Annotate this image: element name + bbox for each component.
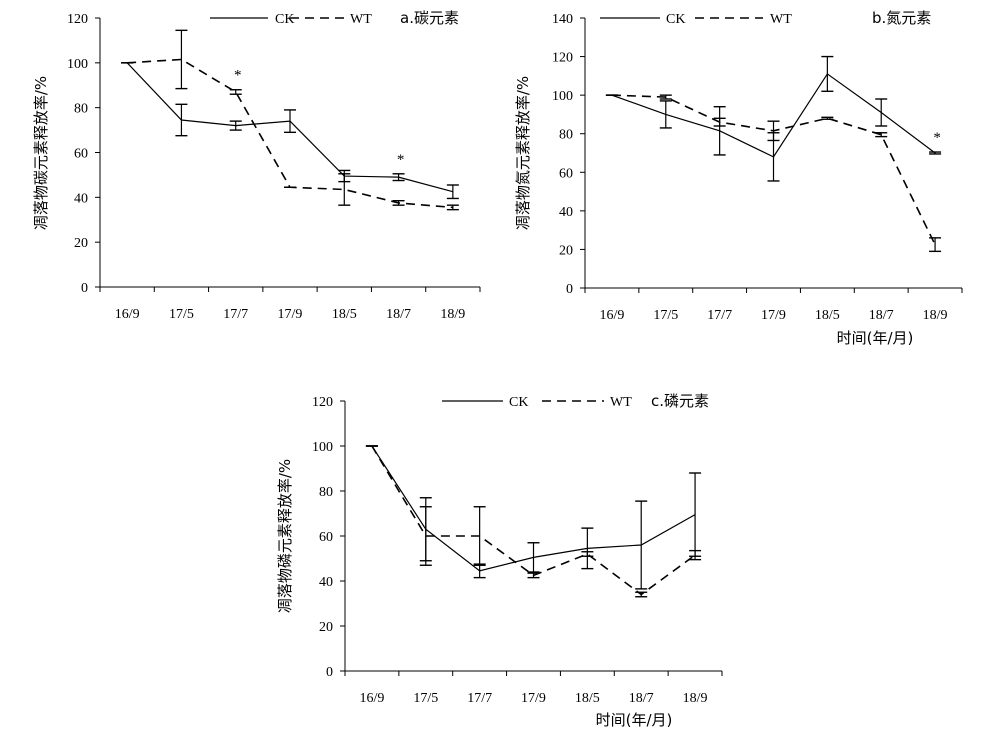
- x-axis-label: 时间(年/月): [596, 711, 673, 729]
- x-tick-label: 17/7: [467, 691, 492, 706]
- y-tick-label: 20: [319, 620, 333, 635]
- chart-panel-c: 0 20 40 60 80 100 120 16/9 17/5 17/7 17/9 18/5 18/7 1…: [276, 392, 723, 729]
- x-tick-label: 18/9: [923, 308, 948, 323]
- x-tick-label: 16/9: [359, 691, 384, 706]
- x-axis-label: 时间(年/月): [837, 329, 914, 347]
- x-tick-label: 16/9: [599, 308, 624, 323]
- x-tick-label: 18/7: [386, 307, 411, 322]
- x-tick-label: 17/5: [169, 307, 194, 322]
- y-tick-label: 60: [74, 147, 88, 162]
- x-tick-label: 17/7: [223, 307, 248, 322]
- chart-panel-b: 0 20 40 60 80 100 120 140 16/9 17/5 17/7 17/9 18/5 18…: [514, 9, 963, 347]
- y-tick-label: 0: [326, 665, 333, 680]
- x-tick-label: 17/5: [413, 691, 438, 706]
- y-axis-label: 凋落物碳元素释放率/%: [32, 76, 50, 230]
- y-tick-label: 40: [559, 205, 573, 220]
- significance-star: *: [397, 152, 405, 168]
- y-tick-label: 100: [67, 57, 88, 72]
- x-tick-label: 17/5: [653, 308, 678, 323]
- chart-panel-a: 0 20 40 60 80 100 120 16/9 17/5 17/7 17/9 18/5 18/7 1…: [32, 9, 481, 322]
- y-tick-label: 100: [552, 89, 573, 104]
- legend-label-wt: WT: [350, 12, 372, 27]
- series-line-wt: [127, 58, 453, 209]
- x-tick-label: 18/5: [815, 308, 840, 323]
- x-tick-label: 17/9: [278, 307, 303, 322]
- y-tick-label: 60: [319, 530, 333, 545]
- panel-title: b.氮元素: [872, 9, 931, 27]
- y-axis-label: 凋落物磷元素释放率/%: [276, 459, 294, 613]
- y-tick-label: 20: [559, 243, 573, 258]
- y-tick-label: 40: [74, 191, 88, 206]
- x-tick-label: 18/7: [869, 308, 894, 323]
- legend-label-wt: WT: [770, 12, 792, 27]
- y-tick-label: 80: [319, 485, 333, 500]
- x-tick-label: 18/5: [332, 307, 357, 322]
- y-tick-label: 120: [552, 51, 573, 66]
- y-tick-label: 100: [312, 440, 333, 455]
- y-tick-label: 0: [81, 281, 88, 296]
- y-tick-label: 20: [74, 236, 88, 251]
- panel-title: a.碳元素: [400, 9, 459, 27]
- y-tick-label: 80: [559, 128, 573, 143]
- y-tick-label: 140: [552, 12, 573, 27]
- significance-star: *: [234, 68, 242, 84]
- y-tick-label: 40: [319, 575, 333, 590]
- y-tick-label: 120: [312, 395, 333, 410]
- y-tick-label: 0: [566, 282, 573, 297]
- x-tick-label: 17/9: [761, 308, 786, 323]
- y-tick-label: 120: [67, 12, 88, 27]
- y-tick-label: 60: [559, 166, 573, 181]
- significance-star: *: [933, 130, 941, 146]
- x-tick-label: 16/9: [115, 307, 140, 322]
- legend-label-wt: WT: [610, 395, 632, 410]
- legend-label-ck: CK: [666, 12, 685, 27]
- x-tick-label: 18/9: [683, 691, 708, 706]
- x-tick-label: 17/9: [521, 691, 546, 706]
- x-tick-label: 18/7: [629, 691, 654, 706]
- legend-label-ck: CK: [509, 395, 528, 410]
- y-axis-label: 凋落物氮元素释放率/%: [514, 76, 532, 230]
- panel-title: c.磷元素: [651, 392, 709, 410]
- y-tick-label: 80: [74, 102, 88, 117]
- x-tick-label: 17/7: [707, 308, 732, 323]
- legend-label-ck: CK: [275, 12, 294, 27]
- x-tick-label: 18/5: [575, 691, 600, 706]
- x-tick-label: 18/9: [440, 307, 465, 322]
